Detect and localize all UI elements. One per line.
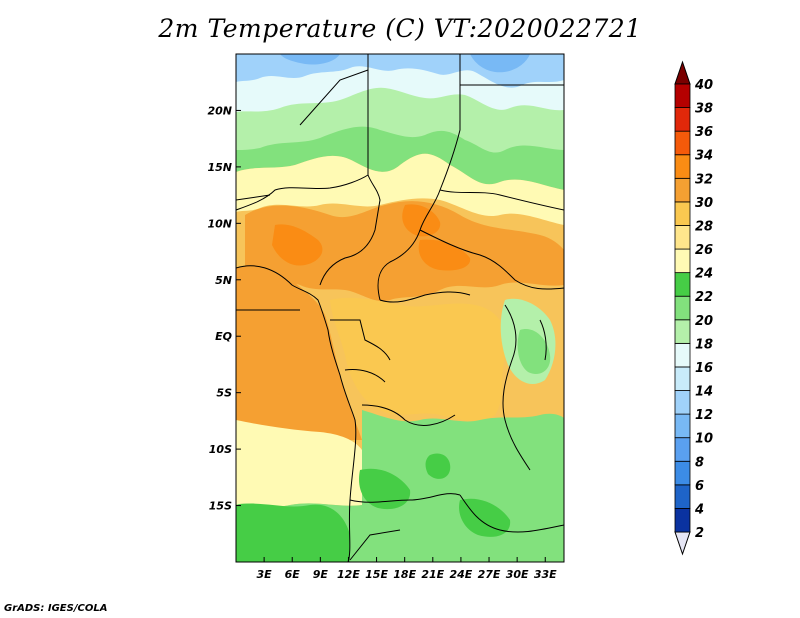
colorbar-label: 36 [695,125,713,140]
field-yellow-south [236,420,362,507]
map-title: 2m Temperature (C) VT:2020022721 [158,14,642,43]
colorbar-label: 26 [695,243,713,258]
colorbar-label: 22 [695,290,713,305]
colorbar-label: 32 [695,172,713,187]
field-lightorange-congo [330,297,507,421]
map-field [236,54,564,562]
grads-credit: GrADS: IGES/COLA [4,603,108,614]
lon-tick-label: 15E [365,568,388,581]
field-darkgreen-south [236,453,511,562]
colorbar-segment [674,295,691,321]
field-deepblue-north [280,54,530,73]
colorbar-label: 30 [695,196,713,211]
colorbar-segment [674,225,691,250]
colorbar-label: 12 [695,408,713,423]
colorbar-segment [674,177,691,203]
lon-tick-label: 6E [285,568,301,581]
colorbar-segment [674,437,691,462]
lat-tick-label: EQ [215,330,232,343]
colorbar-segment [674,248,691,274]
colorbar-segment [674,366,691,391]
lat-tick-label: 20N [207,104,232,117]
lat-tick-label: 15S [209,500,232,513]
colorbar-label: 4 [694,502,704,517]
colorbar-segment [674,154,691,179]
field-green-east [517,329,551,375]
colorbar-segment [674,484,691,509]
colorbar-label: 18 [695,337,713,352]
lat-tick-label: 5N [215,274,232,287]
lat-tick-label: 10S [209,443,232,456]
colorbar-label: 40 [694,78,713,93]
colorbar-segment [674,201,691,226]
colorbar-over-arrow [674,60,691,85]
colorbar-label: 38 [695,102,713,117]
colorbar-label: 10 [695,432,713,447]
colorbar-label: 16 [695,361,713,376]
lon-tick-label: 24E [450,568,473,581]
lat-tick-label: 10N [207,217,232,230]
colorbar-segment [674,460,691,486]
lon-tick-label: 27E [478,568,501,581]
lon-tick-label: 21E [421,568,444,581]
colorbar-label: 28 [695,219,713,234]
colorbar-label: 34 [695,149,713,164]
colorbar-label: 8 [695,455,704,470]
colorbar-segment [674,413,691,439]
lon-tick-label: 9E [313,568,329,581]
map-borders [236,54,564,562]
colorbar-label: 14 [695,385,713,400]
colorbar-segment [674,508,691,533]
field-orange-central [245,201,564,302]
colorbar-label: 20 [695,314,713,329]
colorbar-label: 2 [695,526,704,541]
lon-tick-label: 33E [534,568,557,581]
colorbar-segment [674,83,691,108]
lon-tick-label: 30E [506,568,529,581]
colorbar-under-arrow [674,531,691,556]
colorbar-segment [674,130,691,156]
colorbar-segment [674,107,691,132]
map-frame [235,53,565,563]
colorbar-segment [674,319,691,344]
colorbar-label: 24 [695,267,713,282]
lat-tick-label: 5S [216,387,232,400]
field-darkorange-central [272,204,471,271]
lon-tick-label: 3E [257,568,273,581]
colorbar-segment [674,342,691,368]
lon-tick-label: 18E [393,568,416,581]
colorbar-segment [674,272,691,297]
lon-tick-label: 12E [337,568,360,581]
colorbar-label: 6 [695,479,704,494]
field-yellow-sahel [236,153,564,225]
field-orange-atlantic [236,265,362,440]
colorbar-segment [674,390,691,415]
lat-tick-label: 15N [207,161,232,174]
map-axes: 3E 6E 9E 12E 15E 18E 21E 24E 27E 30E 33E 20N 15N 10N 5… [207,104,557,581]
